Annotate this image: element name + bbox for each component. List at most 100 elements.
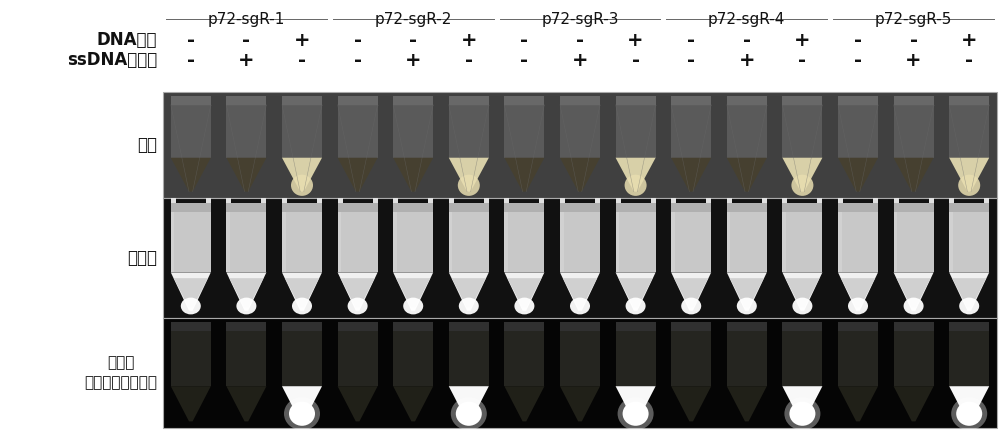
Text: -: -: [965, 50, 973, 70]
Polygon shape: [674, 278, 708, 307]
Polygon shape: [338, 331, 378, 386]
Text: -: -: [354, 31, 362, 49]
Polygon shape: [727, 331, 767, 386]
Polygon shape: [171, 322, 211, 331]
Polygon shape: [174, 278, 208, 307]
Ellipse shape: [291, 175, 313, 196]
Text: +: +: [905, 50, 922, 70]
Polygon shape: [782, 322, 822, 331]
Polygon shape: [282, 203, 322, 212]
Polygon shape: [782, 272, 822, 311]
Polygon shape: [560, 105, 600, 158]
Polygon shape: [428, 198, 433, 203]
Polygon shape: [282, 386, 322, 421]
Text: -: -: [743, 31, 751, 49]
Text: -: -: [854, 31, 862, 49]
Ellipse shape: [458, 175, 480, 196]
Bar: [163, 92, 997, 198]
Text: +: +: [294, 31, 310, 49]
Polygon shape: [449, 198, 454, 203]
Polygon shape: [841, 278, 875, 307]
Polygon shape: [727, 212, 767, 272]
Polygon shape: [449, 322, 489, 331]
Polygon shape: [449, 203, 489, 212]
Polygon shape: [226, 96, 266, 105]
Text: -: -: [242, 31, 250, 49]
Polygon shape: [838, 105, 878, 158]
Polygon shape: [894, 212, 897, 272]
Polygon shape: [171, 198, 176, 203]
Polygon shape: [894, 272, 934, 311]
Polygon shape: [206, 198, 211, 203]
Polygon shape: [949, 322, 989, 331]
Polygon shape: [782, 96, 822, 105]
Polygon shape: [449, 212, 452, 272]
Ellipse shape: [403, 298, 423, 314]
Polygon shape: [894, 203, 934, 212]
Text: -: -: [798, 50, 806, 70]
Polygon shape: [952, 278, 986, 307]
Polygon shape: [894, 322, 934, 331]
Polygon shape: [838, 212, 878, 272]
Polygon shape: [616, 198, 621, 203]
Polygon shape: [727, 272, 767, 311]
Polygon shape: [949, 386, 989, 421]
Ellipse shape: [848, 298, 868, 314]
Polygon shape: [171, 331, 211, 386]
Polygon shape: [730, 278, 764, 307]
Polygon shape: [838, 203, 878, 212]
Text: +: +: [572, 50, 588, 70]
Polygon shape: [782, 198, 787, 203]
Ellipse shape: [348, 298, 368, 314]
Polygon shape: [949, 331, 989, 386]
Text: +: +: [627, 31, 644, 49]
Polygon shape: [671, 212, 675, 272]
Polygon shape: [616, 203, 656, 212]
Polygon shape: [282, 331, 322, 386]
Polygon shape: [949, 272, 989, 311]
Ellipse shape: [784, 397, 820, 430]
Ellipse shape: [570, 298, 590, 314]
Polygon shape: [393, 331, 433, 386]
Polygon shape: [785, 278, 819, 307]
Polygon shape: [838, 331, 878, 386]
Polygon shape: [949, 198, 954, 203]
Polygon shape: [393, 212, 397, 272]
Polygon shape: [393, 322, 433, 331]
Polygon shape: [560, 96, 600, 105]
Polygon shape: [393, 272, 433, 311]
Ellipse shape: [451, 397, 487, 430]
Polygon shape: [504, 203, 544, 212]
Polygon shape: [873, 198, 878, 203]
Polygon shape: [504, 331, 544, 386]
Polygon shape: [560, 322, 600, 331]
Ellipse shape: [956, 402, 982, 426]
Text: 紫外光
（凝胶成像系统）: 紫外光 （凝胶成像系统）: [84, 356, 157, 390]
Bar: [163, 318, 997, 428]
Polygon shape: [539, 198, 544, 203]
Polygon shape: [393, 198, 398, 203]
Polygon shape: [560, 203, 600, 212]
Polygon shape: [671, 198, 676, 203]
Polygon shape: [171, 96, 211, 105]
Text: -: -: [854, 50, 862, 70]
Polygon shape: [338, 96, 378, 105]
Ellipse shape: [181, 298, 201, 314]
Polygon shape: [504, 322, 544, 331]
Ellipse shape: [792, 298, 812, 314]
Polygon shape: [504, 105, 544, 158]
Polygon shape: [984, 198, 989, 203]
Text: -: -: [520, 50, 528, 70]
Polygon shape: [261, 198, 266, 203]
Polygon shape: [817, 198, 822, 203]
Polygon shape: [560, 198, 565, 203]
Text: +: +: [461, 31, 477, 49]
Polygon shape: [226, 105, 266, 158]
Polygon shape: [782, 331, 822, 386]
Polygon shape: [671, 322, 711, 331]
Polygon shape: [449, 212, 489, 272]
Polygon shape: [338, 322, 378, 331]
Polygon shape: [373, 198, 378, 203]
Polygon shape: [651, 198, 656, 203]
Polygon shape: [616, 96, 656, 105]
